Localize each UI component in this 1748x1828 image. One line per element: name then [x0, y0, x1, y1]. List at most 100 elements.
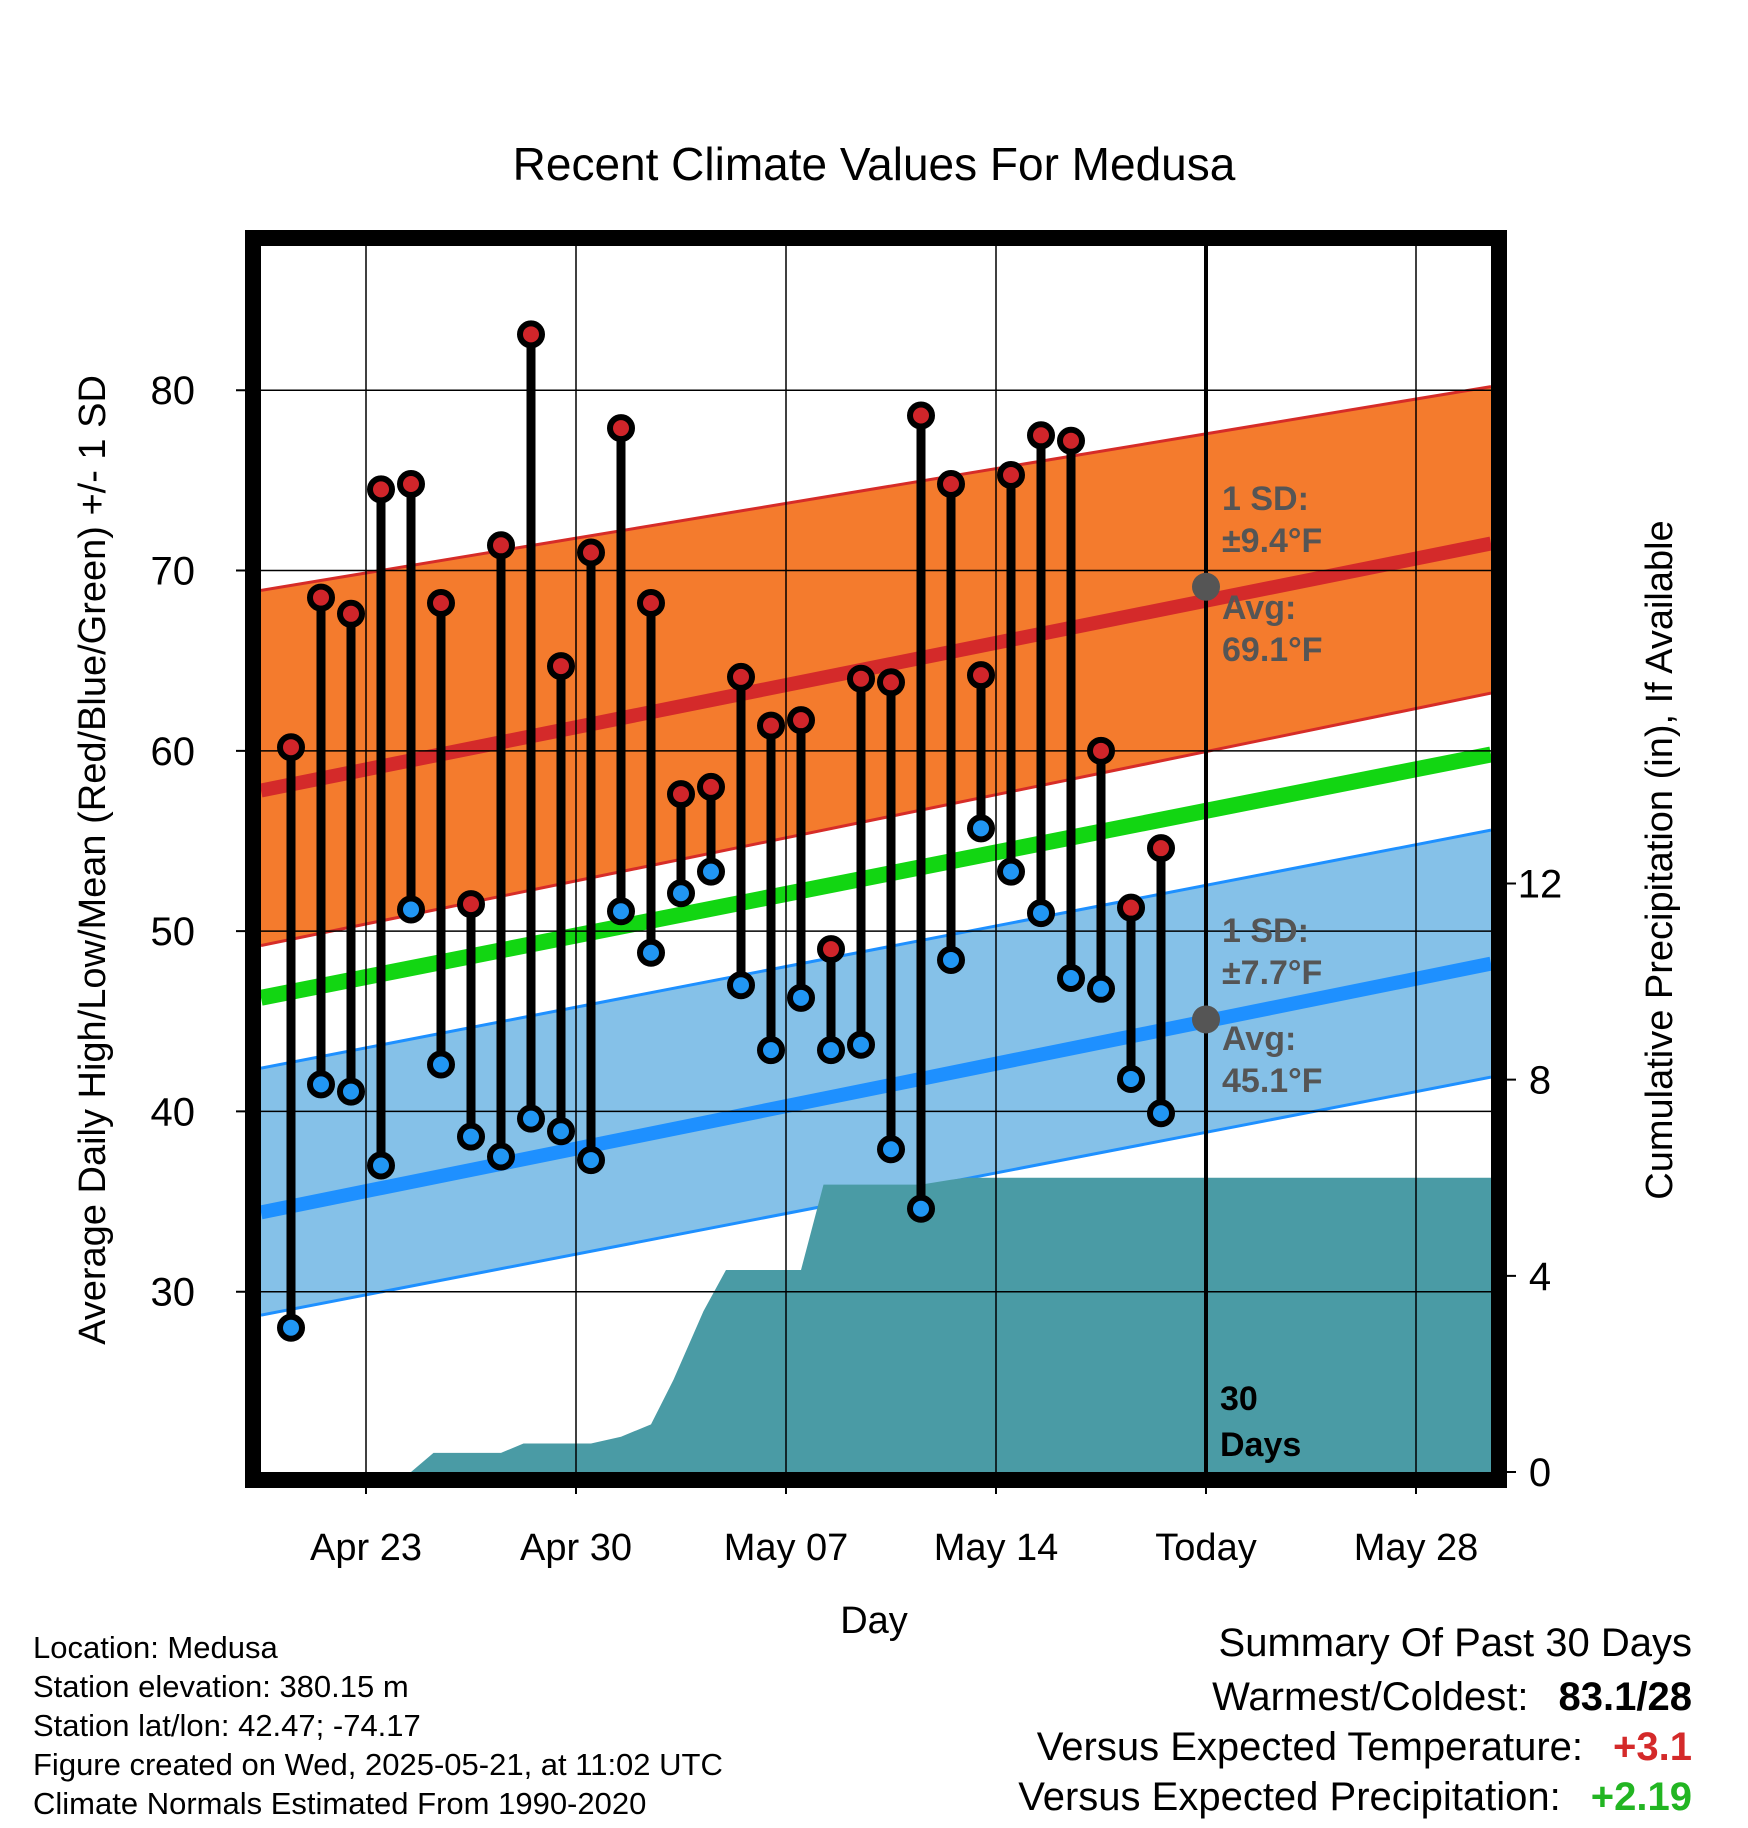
high-avg-marker — [1192, 572, 1220, 601]
daily-low-point — [307, 1070, 335, 1099]
daily-low-point — [517, 1104, 545, 1133]
daily-low-point — [667, 879, 695, 908]
daily-high-point — [1057, 426, 1085, 455]
low-avg-marker — [1192, 1005, 1220, 1034]
high-avg-value: 69.1°F — [1222, 631, 1323, 669]
daily-range — [547, 652, 575, 1146]
y-right-tick-label: 12 — [1518, 863, 1563, 907]
daily-high-point — [367, 475, 395, 504]
mean-normal-line — [261, 746, 1491, 1006]
y-axis-left-label: Average Daily High/Low/Mean (Red/Blue/Gr… — [72, 375, 114, 1345]
low-sd-value: ±7.7°F — [1222, 954, 1322, 992]
daily-range — [847, 664, 875, 1059]
daily-low-point — [427, 1050, 455, 1079]
daily-range — [697, 772, 725, 886]
x-tick-label: Today — [1155, 1527, 1256, 1569]
y-right-tick-label: 0 — [1529, 1451, 1551, 1495]
daily-range — [997, 460, 1025, 886]
daily-range — [577, 538, 605, 1175]
daily-range — [757, 711, 785, 1065]
daily-high-point — [487, 531, 515, 560]
daily-low-point — [547, 1117, 575, 1146]
daily-low-point — [877, 1135, 905, 1164]
daily-range — [1147, 834, 1175, 1128]
high-sd-label: 1 SD: — [1222, 480, 1309, 518]
high-avg-label: Avg: — [1222, 589, 1296, 627]
chart-title: Recent Climate Values For Medusa — [513, 138, 1236, 190]
station-info: Location: Medusa Station elevation: 380.… — [33, 1628, 723, 1823]
plot-frame — [245, 230, 1507, 1488]
y-right-tick-label: 8 — [1529, 1059, 1551, 1103]
daily-range — [1027, 421, 1055, 928]
warmest-coldest-value: 83.1/28 — [1558, 1675, 1692, 1719]
daily-low-point — [697, 857, 725, 886]
daily-high-point — [787, 706, 815, 735]
daily-high-point — [277, 733, 305, 762]
daily-low-point — [907, 1194, 935, 1223]
daily-high-point — [397, 469, 425, 498]
y-left-tick-label: 40 — [151, 1090, 196, 1134]
warmest-coldest-label: Warmest/Coldest: — [1212, 1675, 1529, 1719]
daily-high-point — [727, 662, 755, 691]
created-text: Figure created on Wed, 2025-05-21, at 11… — [33, 1747, 723, 1782]
daily-range — [1087, 736, 1115, 1003]
daily-range — [1057, 426, 1085, 992]
daily-high-point — [997, 460, 1025, 489]
daily-low-point — [337, 1077, 365, 1106]
today-days-label: Days — [1220, 1426, 1301, 1464]
daily-high-point — [637, 588, 665, 617]
daily-low-point — [757, 1036, 785, 1065]
latlon-text: Station lat/lon: 42.47; -74.17 — [33, 1708, 421, 1743]
daily-high-point — [607, 414, 635, 443]
daily-range — [607, 414, 635, 926]
daily-low-point — [577, 1146, 605, 1175]
daily-high-point — [937, 469, 965, 498]
daily-high-point — [667, 780, 695, 809]
daily-low-point — [277, 1313, 305, 1342]
daily-high-point — [1117, 893, 1145, 922]
low-normal-line — [261, 956, 1491, 1220]
daily-range — [787, 706, 815, 1012]
daily-high-point — [817, 935, 845, 964]
daily-range — [727, 662, 755, 1000]
temp-departure-label: Versus Expected Temperature: — [1036, 1725, 1584, 1769]
y-axis-right-label: Cumulative Precipitation (in), If Availa… — [1639, 520, 1681, 1199]
temp-departure-row: Versus Expected Temperature: +3.1 — [1018, 1722, 1692, 1772]
daily-range — [967, 661, 995, 843]
daily-low-point — [397, 895, 425, 924]
daily-range — [367, 475, 395, 1180]
daily-range — [277, 733, 305, 1342]
warmest-coldest-row: Warmest/Coldest: 83.1/28 — [1018, 1672, 1692, 1722]
daily-high-point — [547, 652, 575, 681]
daily-high-point — [457, 890, 485, 919]
x-tick-label: May 28 — [1354, 1527, 1479, 1569]
summary-heading: Summary Of Past 30 Days — [1218, 1621, 1692, 1665]
daily-high-point — [577, 538, 605, 567]
daily-low-point — [1117, 1064, 1145, 1093]
low-sd-band — [261, 830, 1491, 1316]
daily-low-point — [1027, 899, 1055, 928]
elevation-text: Station elevation: 380.15 m — [33, 1669, 409, 1704]
y-left-tick-label: 70 — [151, 550, 196, 594]
daily-range — [337, 599, 365, 1106]
daily-high-point — [877, 668, 905, 697]
daily-low-point — [457, 1122, 485, 1151]
daily-low-point — [937, 945, 965, 974]
daily-range — [907, 401, 935, 1223]
daily-low-point — [997, 857, 1025, 886]
daily-high-point — [427, 588, 455, 617]
daily-low-point — [967, 814, 995, 843]
daily-range — [877, 668, 905, 1164]
precip-departure-row: Versus Expected Precipitation: +2.19 — [1018, 1772, 1692, 1822]
low-avg-label: Avg: — [1222, 1020, 1296, 1058]
low-avg-value: 45.1°F — [1222, 1062, 1323, 1100]
precip-area — [411, 1177, 1491, 1472]
daily-range — [487, 531, 515, 1171]
summary-panel: Summary Of Past 30 Days Warmest/Coldest:… — [1018, 1618, 1692, 1822]
daily-range — [427, 588, 455, 1079]
x-tick-label: Apr 30 — [520, 1527, 632, 1569]
daily-range — [667, 780, 695, 908]
daily-range — [457, 890, 485, 1151]
high-normal-line — [261, 536, 1491, 798]
y-left-tick-label: 30 — [151, 1271, 196, 1315]
